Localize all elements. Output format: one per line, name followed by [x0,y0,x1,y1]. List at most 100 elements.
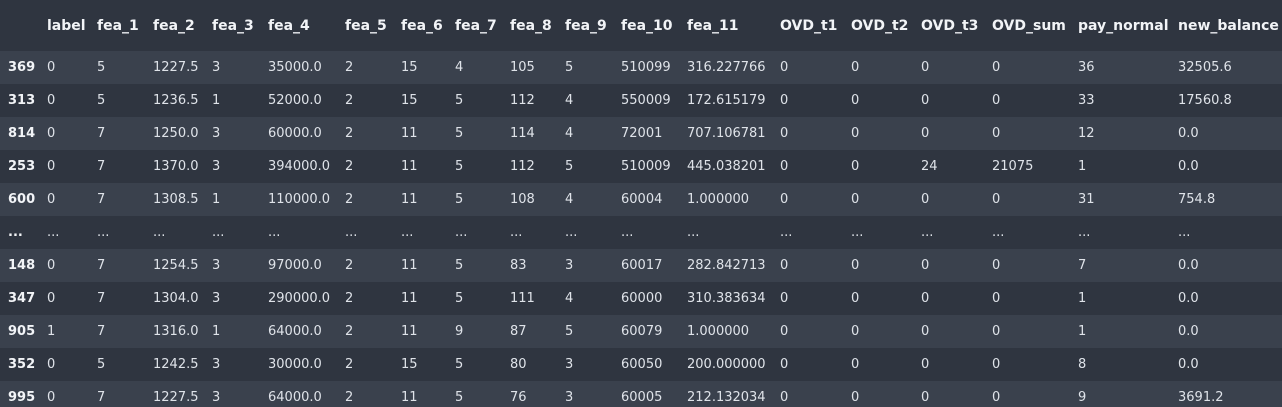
table-cell: 5 [455,159,464,174]
table-cell: 0 [921,93,930,108]
column-header: pay_normal [1070,0,1170,51]
table-cell: 0 [992,357,1001,372]
table-cell: 60050 [621,357,663,372]
table-cell: 7 [97,291,106,306]
table-cell: ... [510,225,523,240]
table-cell: 5 [565,324,574,339]
table-cell: 1.000000 [687,324,750,339]
column-header: fea_1 [89,0,145,51]
table-cell: ... [97,225,110,240]
table-cell: 172.615179 [687,93,766,108]
column-header: fea_5 [337,0,393,51]
table-cell: 60017 [621,258,663,273]
index-header [0,0,39,51]
table-cell: 0 [47,291,56,306]
table-cell: 1 [212,192,221,207]
table-cell: 12 [1078,126,1095,141]
table-cell: 2 [345,159,354,174]
table-cell: 1304.0 [153,291,199,306]
table-cell: 111 [510,291,535,306]
column-header: fea_3 [204,0,260,51]
table-cell: 0 [780,159,789,174]
table-cell: 0 [47,60,56,75]
table-cell: 200.000000 [687,357,766,372]
table-cell: 0 [851,192,860,207]
table-cell: 36 [1078,60,1095,75]
table-cell: 1 [1078,159,1087,174]
table-cell: 4 [565,126,574,141]
table-cell: 3691.2 [1178,390,1224,405]
table-cell: 114 [510,126,535,141]
table-body: 369 0 5 1227.5 3 35000.0 2 15 4 105 5 510099 316.227… [0,51,1282,407]
table-cell: 3 [565,258,574,273]
table-cell: 0.0 [1178,291,1199,306]
table-cell: 11 [401,159,418,174]
table-cell: 11 [401,258,418,273]
table-cell: 1227.5 [153,390,199,405]
row-index: 313 [8,93,36,108]
table-cell: 105 [510,60,535,75]
table-cell: 64000.0 [268,390,322,405]
table-cell: 5 [565,159,574,174]
table-cell: 1308.5 [153,192,199,207]
table-cell: 0 [780,192,789,207]
table-cell: 0 [851,291,860,306]
table-cell: ... [1178,225,1191,240]
table-cell: 0 [851,258,860,273]
row-index: ... [8,225,23,240]
table-row: 253 0 7 1370.0 3 394000.0 2 11 5 112 5 510009 445.03… [0,150,1282,183]
table-cell: 3 [212,60,221,75]
table-cell: 21075 [992,159,1034,174]
table-cell: 0 [921,60,930,75]
table-cell: 17560.8 [1178,93,1232,108]
table-cell: 7 [97,258,106,273]
table-cell: 2 [345,258,354,273]
column-header: OVD_t1 [772,0,843,51]
column-header: fea_7 [447,0,502,51]
table-cell: 0 [780,324,789,339]
table-cell: 5 [455,357,464,372]
table-row: 814 0 7 1250.0 3 60000.0 2 11 5 114 4 72001 707.1067… [0,117,1282,150]
column-header: fea_9 [557,0,613,51]
table-cell: 0.0 [1178,159,1199,174]
table-cell: 510099 [621,60,671,75]
table-cell: 0 [47,93,56,108]
table-cell: 0 [47,159,56,174]
table-cell: 80 [510,357,527,372]
table-cell: 3 [565,357,574,372]
table-cell: 9 [455,324,464,339]
row-index: 347 [8,291,36,306]
table-cell: 30000.0 [268,357,322,372]
table-cell: 2 [345,357,354,372]
table-cell: ... [621,225,634,240]
table-cell: 60079 [621,324,663,339]
table-cell: 4 [565,93,574,108]
table-cell: 5 [455,291,464,306]
row-index: 905 [8,324,36,339]
table-cell: 212.132034 [687,390,766,405]
table-cell: 5 [455,258,464,273]
table-cell: 31 [1078,192,1095,207]
table-cell: 7 [97,324,106,339]
table-cell: 32505.6 [1178,60,1232,75]
table-cell: 394000.0 [268,159,331,174]
table-cell: 3 [212,258,221,273]
table-cell: 0 [780,60,789,75]
table-cell: 0 [47,390,56,405]
table-cell: 0 [992,192,1001,207]
table-cell: 11 [401,126,418,141]
table-cell: ... [153,225,166,240]
table-cell: 1254.5 [153,258,199,273]
table-cell: 0 [47,357,56,372]
table-cell: 52000.0 [268,93,322,108]
column-header: OVD_sum [984,0,1070,51]
table-cell: 310.383634 [687,291,766,306]
row-index: 995 [8,390,36,405]
column-header: fea_4 [260,0,337,51]
table-cell: 510009 [621,159,671,174]
table-cell: 0 [921,192,930,207]
row-index: 253 [8,159,36,174]
table-cell: 11 [401,192,418,207]
column-header: OVD_t2 [843,0,913,51]
